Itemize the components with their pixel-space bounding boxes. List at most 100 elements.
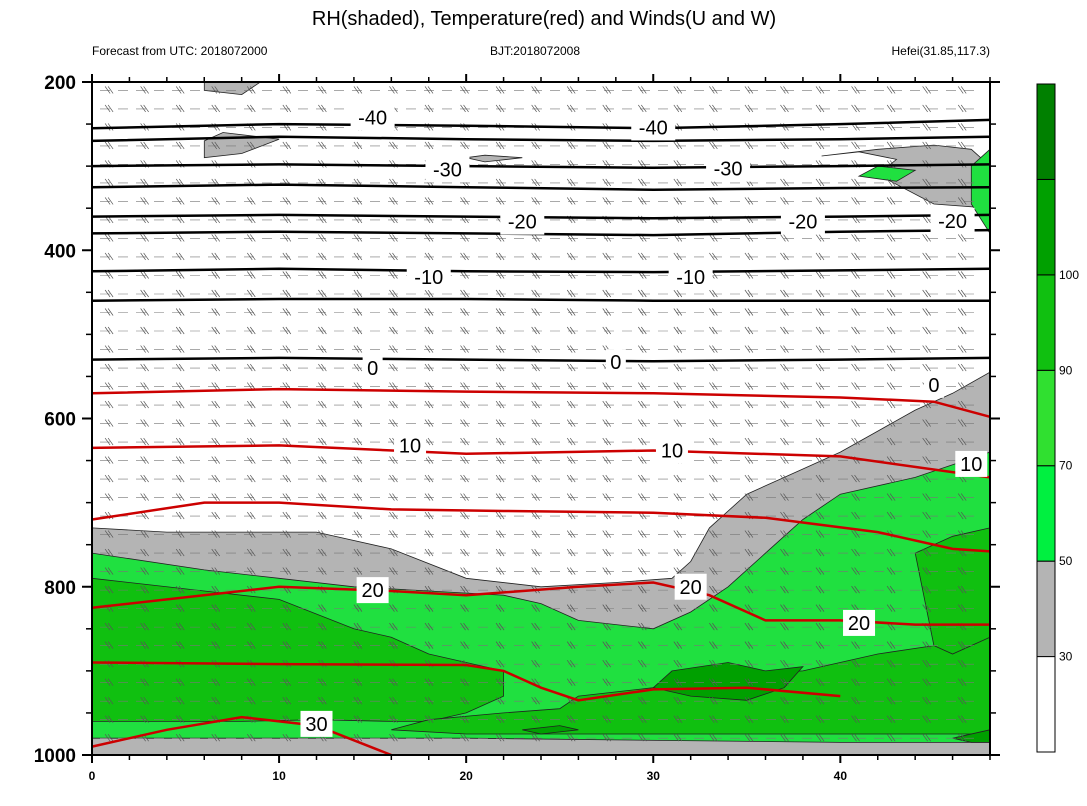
wind-barb (140, 345, 149, 353)
wind-barb (140, 308, 149, 316)
wind-barb (104, 622, 114, 631)
wind-barb (637, 326, 647, 335)
wind-barb (246, 678, 256, 686)
contour-label: 0 (928, 375, 939, 397)
wind-barb (211, 437, 221, 446)
wind-barb (282, 696, 292, 705)
wind-barb (389, 178, 398, 187)
wind-barb-row (100, 289, 982, 298)
wind-barb (353, 289, 363, 298)
wind-barb (780, 400, 789, 409)
wind-barb (602, 326, 612, 335)
wind-barb (886, 696, 896, 705)
wind-barb (211, 234, 221, 242)
wind-barb (637, 345, 647, 353)
wind-barb (851, 493, 860, 501)
wind-barb (957, 641, 967, 649)
wind-barb (246, 474, 256, 483)
wind-barb (424, 345, 434, 353)
wind-barb (744, 641, 754, 649)
wind-barb (815, 604, 825, 612)
temp-contour-30-14 (91, 715, 392, 757)
wind-barb (246, 382, 256, 390)
wind-barb (175, 474, 185, 483)
wind-barb (211, 733, 221, 742)
wind-barb (389, 604, 398, 612)
wind-barb (851, 733, 860, 742)
wind-barb (460, 474, 469, 483)
wind-barb (246, 197, 256, 205)
wind-barb (744, 382, 754, 390)
x-tick-label: 0 (89, 769, 96, 783)
wind-barb (673, 419, 683, 427)
wind-barb (211, 530, 221, 538)
wind-barb (175, 252, 185, 261)
wind-barb-row (100, 86, 982, 94)
wind-barb (851, 548, 860, 557)
wind-barb (353, 345, 363, 353)
wind-barb (780, 86, 789, 94)
wind-barb (531, 197, 540, 205)
wind-barb (460, 622, 469, 631)
wind-barb (957, 585, 967, 594)
wind-barb (602, 252, 612, 261)
wind-barb-row (100, 641, 982, 649)
wind-barb (282, 641, 292, 649)
wind-barb (460, 715, 469, 723)
wind-barb (531, 511, 540, 520)
wind-barb (211, 215, 221, 224)
contour-label: -10 (414, 267, 443, 289)
wind-barb (815, 678, 825, 686)
wind-barb (353, 363, 363, 372)
wind-barb (815, 308, 825, 316)
wind-barb (566, 493, 576, 501)
wind-barb (602, 604, 612, 612)
wind-barb (282, 252, 292, 261)
wind-barb (851, 141, 860, 150)
contour-label-bg (955, 450, 988, 477)
wind-barb (495, 252, 505, 261)
wind-barb (460, 493, 469, 501)
wind-barb (780, 252, 789, 261)
wind-barb (957, 567, 967, 575)
wind-barb (211, 271, 221, 279)
wind-barb (531, 141, 540, 150)
contour-label-bg (406, 264, 451, 291)
wind-barb (460, 382, 469, 390)
wind-barb (175, 86, 185, 94)
wind-barb (175, 382, 185, 390)
wind-barb (886, 308, 896, 316)
wind-barb (531, 104, 540, 113)
wind-barb (424, 548, 434, 557)
wind-barb (318, 437, 327, 446)
wind-barb (246, 234, 256, 242)
wind-barb (851, 530, 860, 538)
wind-barb (495, 622, 505, 631)
wind-barb (140, 456, 149, 464)
wind-barb (140, 493, 149, 501)
wind-barb (744, 419, 754, 427)
wind-barb (424, 86, 434, 94)
wind-barb (246, 141, 256, 150)
wind-barb (709, 234, 718, 242)
wind-barb (566, 289, 576, 298)
wind-barb (318, 641, 327, 649)
wind-barb (353, 400, 363, 409)
wind-barb (815, 141, 825, 150)
wind-barb (744, 659, 754, 668)
wind-barb (104, 345, 114, 353)
wind-barb (673, 493, 683, 501)
wind-barb (637, 474, 647, 483)
wind-barb (531, 604, 540, 612)
wind-barb (353, 511, 363, 520)
wind-barb-row (100, 678, 982, 686)
wind-barb (531, 548, 540, 557)
wind-barb (104, 696, 114, 705)
wind-barb (460, 252, 469, 261)
wind-barb (780, 289, 789, 298)
wind-barb (886, 252, 896, 261)
wind-barb (566, 178, 576, 187)
wind-barb (780, 622, 789, 631)
wind-barb (709, 382, 718, 390)
